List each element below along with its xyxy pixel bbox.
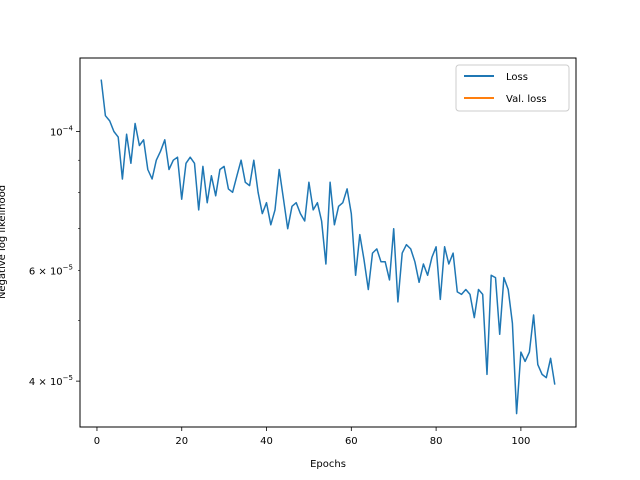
y-axis-label: Negative log likelihood <box>0 185 8 299</box>
x-tick-label: 0 <box>94 436 100 447</box>
y-axis: 10−4 4 × 10−5 6 × 10−5 <box>29 125 80 388</box>
legend: Loss Val. loss <box>455 64 570 112</box>
x-tick-label: 80 <box>430 436 443 447</box>
plot-lines <box>100 79 556 415</box>
legend-label-val-loss: Val. loss <box>506 94 547 105</box>
series-line-loss <box>100 79 556 415</box>
legend-label-loss: Loss <box>506 72 528 83</box>
x-tick-label: 60 <box>345 436 358 447</box>
x-axis-label: Epochs <box>310 459 346 470</box>
y-tick-label: 4 × 10−5 <box>29 374 73 388</box>
y-tick-label: 6 × 10−5 <box>29 264 73 278</box>
x-tick-label: 40 <box>260 436 273 447</box>
plot-frame <box>79 57 577 428</box>
x-axis: 0 20 40 60 80 100 <box>94 427 530 447</box>
y-tick-label: 10−4 <box>50 125 74 139</box>
x-tick-label: 20 <box>175 436 188 447</box>
x-tick-label: 100 <box>511 436 530 447</box>
